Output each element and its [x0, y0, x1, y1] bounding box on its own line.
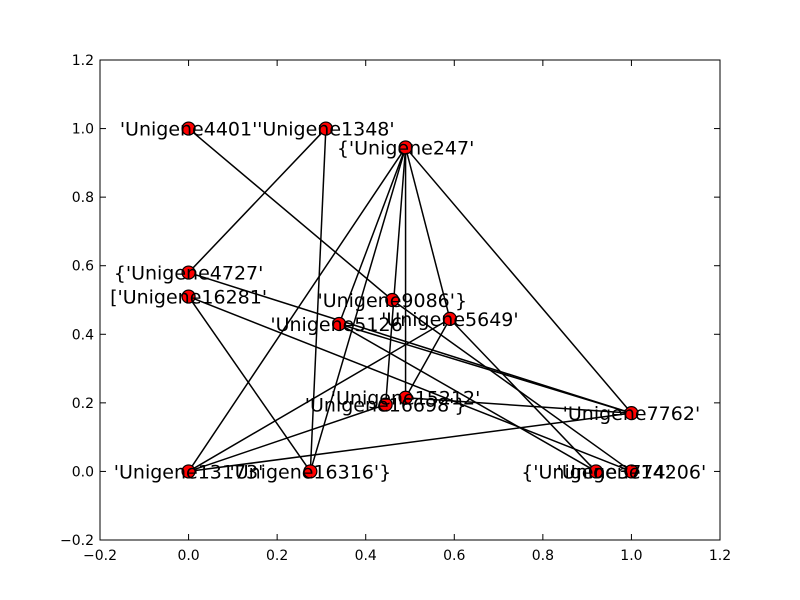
- x-tick-label: 0.8: [532, 548, 554, 564]
- edge-n16698-n13173: [188, 403, 386, 473]
- x-tick-label: −0.2: [83, 548, 117, 564]
- node-label-n16281: ['Unigene16281': [110, 287, 267, 309]
- node-label-n247: {'Unigene247': [337, 137, 475, 159]
- edge-n1348-n16316: [309, 128, 327, 472]
- node-n16698: [378, 397, 393, 412]
- node-label-n13173: 'Unigene13173': [114, 461, 264, 483]
- node-label-n5649: 'Unigene5649': [381, 309, 519, 331]
- x-tick-label: 1.2: [709, 548, 731, 564]
- node-label-n4401: 'Unigene4401': [120, 119, 258, 141]
- x-tick-label: 0.2: [266, 548, 288, 564]
- node-n16281: [181, 289, 196, 304]
- node-n4727: [181, 265, 196, 280]
- y-tick-label: 0.4: [72, 327, 94, 343]
- nodes-layer: [181, 121, 639, 479]
- edge-n247-n16698: [384, 147, 407, 405]
- edge-n247-n7762: [404, 146, 633, 414]
- edge-n16281-n14206: [188, 295, 632, 473]
- node-label-n9086: 'Unigene9086'}: [317, 290, 467, 312]
- edge-n5126-n3774: [338, 323, 597, 473]
- edge-n9086-n14206: [391, 299, 632, 473]
- edge-n247-n5126: [338, 147, 407, 325]
- node-label-n16698: 'Unigene16698'}: [305, 395, 467, 417]
- edge-n13173-n7762: [188, 412, 632, 473]
- x-tick-label: 1.0: [620, 548, 642, 564]
- y-tick-label: 0.2: [72, 396, 94, 412]
- edge-n247-n16316: [309, 147, 407, 472]
- node-n16316: [303, 464, 318, 479]
- y-tick-label: −0.2: [60, 533, 94, 549]
- node-label-n7762: 'Unigene7762': [563, 403, 701, 425]
- node-label-n5126: 'Unigene5126': [270, 314, 408, 336]
- edge-n5649-n3774: [449, 318, 597, 472]
- labels-layer: 'Unigene4401' 'Unigene1348'{'Unigene247' {…: [110, 119, 706, 484]
- node-label-n4727: {'Unigene4727': [114, 263, 264, 285]
- node-label-n16316: 'Unigene16316'}: [230, 461, 392, 483]
- x-tick-label: 0.4: [355, 548, 377, 564]
- edge-n5649-n13173: [188, 318, 451, 473]
- node-n247: [398, 140, 413, 155]
- y-tick-label: 0.8: [72, 190, 94, 206]
- y-tick-label: 1.0: [72, 122, 94, 138]
- node-n7762: [624, 406, 639, 421]
- x-tick-label: 0.0: [177, 548, 199, 564]
- edge-n247-n5649: [404, 147, 451, 320]
- edges-layer: [187, 127, 633, 473]
- x-tick-label: 0.6: [443, 548, 465, 564]
- node-n15212: [398, 390, 413, 405]
- edge-n15212-n7762: [405, 396, 632, 414]
- edge-n5649-n15212: [404, 318, 451, 399]
- ticks-layer: −0.2 0.0 0.2 0.4 0.6 0.8 1.0 1.2 −0.2 0.0 0.2 0.4 0.…: [60, 53, 731, 564]
- node-label-n3774: {'Unigene3774': [521, 461, 671, 483]
- node-label-n1348: 'Unigene1348': [257, 119, 395, 141]
- axes-frame: [99, 59, 721, 541]
- node-n5126: [332, 316, 347, 332]
- node-n9086: [385, 292, 400, 308]
- edge-n16281-n16316: [187, 296, 311, 472]
- node-n5649: [442, 311, 457, 326]
- node-n13173: [181, 464, 196, 479]
- node-n3774: [588, 464, 604, 479]
- node-n4401: [181, 121, 196, 136]
- edge-n247-n13173: [187, 147, 407, 472]
- y-tick-label: 1.2: [72, 53, 94, 69]
- y-tick-label: 0.0: [72, 464, 94, 480]
- edge-n4727-n1348: [188, 128, 327, 274]
- node-label-n14206: 'Unigene14206': [557, 461, 707, 483]
- edge-n5126-n7762: [338, 323, 632, 414]
- node-n14206: [624, 464, 639, 479]
- y-tick-label: 0.6: [72, 259, 94, 275]
- node-label-n15212: 'Unigene15212': [331, 388, 481, 410]
- node-n1348: [318, 121, 333, 136]
